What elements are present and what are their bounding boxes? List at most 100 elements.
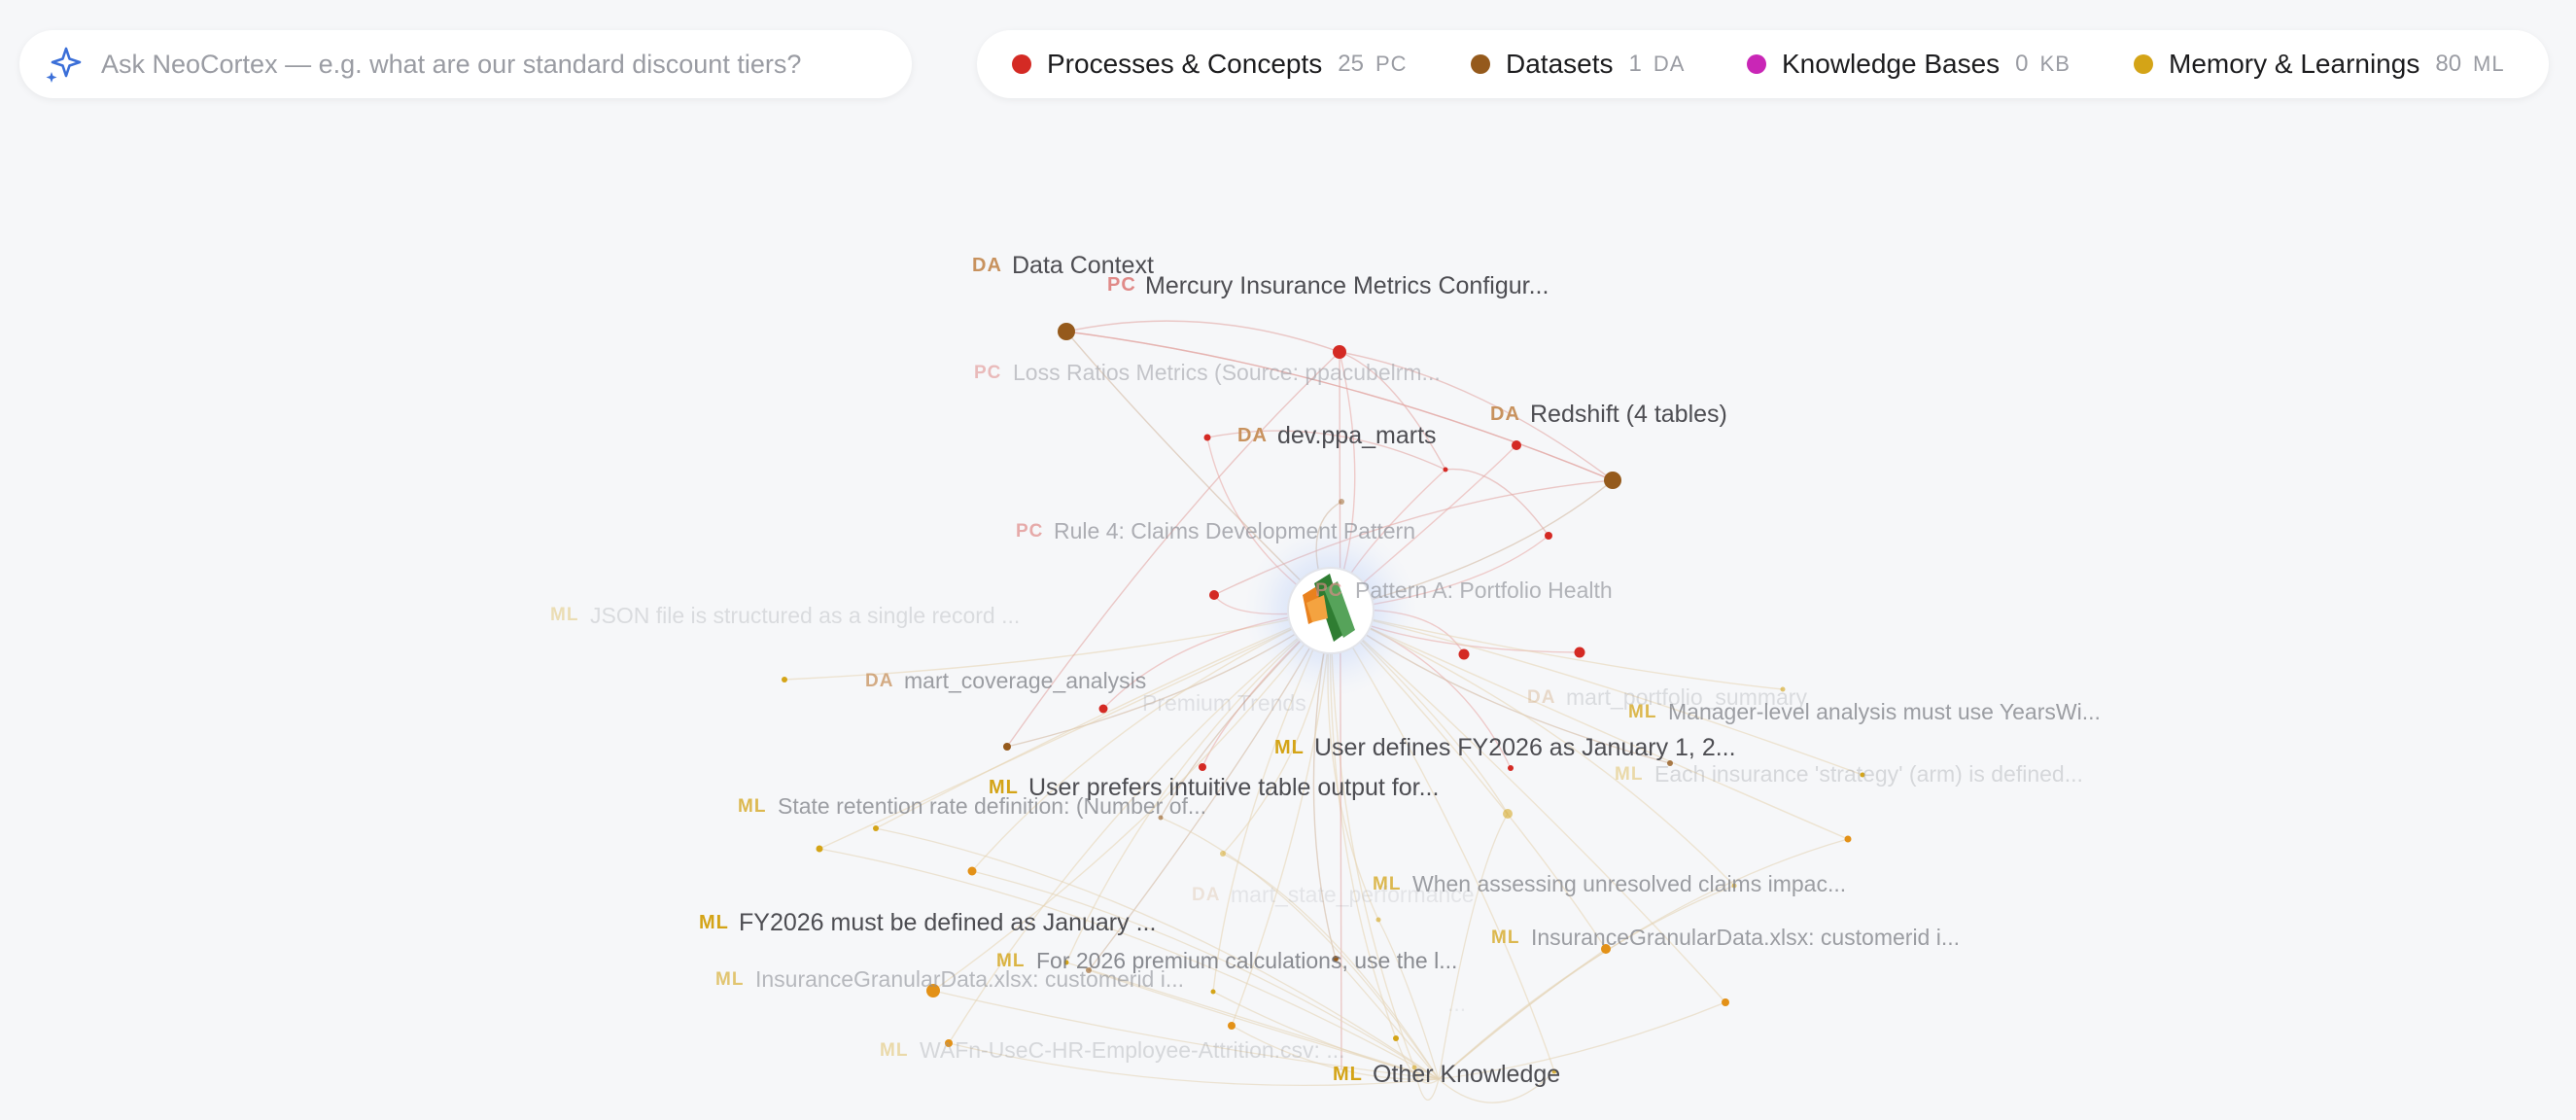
node-label-insurance-strategy[interactable]: ML Each insurance 'strategy' (arm) is de… bbox=[1615, 761, 2083, 787]
da-node[interactable] bbox=[1339, 499, 1344, 505]
graph-labels: DA Data Context PC Mercury Insurance Met… bbox=[550, 252, 2101, 1088]
node-title: User defines FY2026 as January 1, 2... bbox=[1314, 734, 1736, 761]
node-label-redshift[interactable]: DA Redshift (4 tables) bbox=[1490, 401, 1727, 428]
search-input[interactable] bbox=[99, 48, 900, 81]
type-tag: ML bbox=[1373, 874, 1401, 894]
da-node[interactable] bbox=[1058, 323, 1075, 340]
ml-node[interactable] bbox=[816, 845, 823, 853]
ml_orange-node[interactable] bbox=[1228, 1022, 1236, 1030]
type-tag: ML bbox=[1491, 928, 1519, 948]
node-title: Each insurance 'strategy' (arm) is defin… bbox=[1654, 761, 2083, 787]
node-label-faded[interactable]: ... bbox=[1447, 991, 1466, 1016]
node-title: State retention rate definition: (Number… bbox=[778, 793, 1206, 819]
pc-node[interactable] bbox=[1098, 704, 1108, 714]
ml_orange-node[interactable] bbox=[967, 866, 977, 876]
ml_orange-node[interactable] bbox=[1722, 998, 1729, 1006]
node-label-loss-ratios[interactable]: PC Loss Ratios Metrics (Source: ppacubel… bbox=[974, 360, 1441, 385]
legend-label: Datasets bbox=[1506, 49, 1614, 79]
ml-node[interactable] bbox=[1063, 960, 1069, 965]
ml-node[interactable] bbox=[1860, 772, 1865, 778]
node-label-premium-trends[interactable]: Premium Trends bbox=[1142, 690, 1306, 716]
ml-node[interactable] bbox=[1503, 809, 1513, 819]
da-node[interactable] bbox=[1604, 472, 1621, 489]
search-bar[interactable] bbox=[19, 30, 912, 98]
graph-edge bbox=[1438, 1001, 1726, 1080]
node-label-manager-level[interactable]: ML Manager-level analysis must use Years… bbox=[1628, 699, 2101, 724]
pc-node[interactable] bbox=[1443, 467, 1448, 472]
ml-node[interactable] bbox=[782, 677, 787, 682]
node-label-fy2026-must[interactable]: ML FY2026 must be defined as January ... bbox=[699, 909, 1156, 936]
ml_orange-node[interactable] bbox=[926, 984, 940, 998]
da-node[interactable] bbox=[1158, 815, 1164, 821]
node-title: Redshift (4 tables) bbox=[1530, 401, 1727, 428]
ml-node[interactable] bbox=[1220, 851, 1226, 857]
graph-edge bbox=[1335, 958, 1440, 1080]
node-label-fy2026-user-defines[interactable]: ML User defines FY2026 as January 1, 2..… bbox=[1274, 734, 1736, 761]
type-tag: PC bbox=[1107, 274, 1136, 296]
graph-edge bbox=[1065, 962, 1440, 1080]
legend-label: Processes & Concepts bbox=[1047, 49, 1323, 79]
pc-node[interactable] bbox=[1333, 345, 1346, 359]
ml-node[interactable] bbox=[1393, 1035, 1399, 1041]
ml-node[interactable] bbox=[1731, 883, 1737, 889]
pc-node[interactable] bbox=[1209, 590, 1219, 600]
node-label-mercury-metrics[interactable]: PC Mercury Insurance Metrics Configur... bbox=[1107, 272, 1549, 299]
legend-count: 25 bbox=[1338, 51, 1364, 77]
node-title: dev.ppa_marts bbox=[1277, 422, 1437, 449]
node-label-table-output[interactable]: ML User prefers intuitive table output f… bbox=[989, 774, 1439, 801]
pc-node[interactable] bbox=[1574, 647, 1585, 658]
da-node[interactable] bbox=[1667, 760, 1673, 766]
ml-node[interactable] bbox=[1210, 989, 1216, 995]
ml-node[interactable] bbox=[1375, 917, 1381, 923]
node-label-mart-portfolio[interactable]: DA mart_portfolio_summary bbox=[1527, 684, 1807, 710]
node-label-insurance-granular-1[interactable]: ML InsuranceGranularData.xlsx: customeri… bbox=[1491, 925, 1960, 950]
node-label-data-context[interactable]: DA Data Context bbox=[972, 252, 1154, 279]
ml_orange-node[interactable] bbox=[1844, 835, 1852, 843]
graph-edge bbox=[948, 1042, 1440, 1087]
pc-node[interactable] bbox=[1512, 440, 1521, 450]
ml-node[interactable] bbox=[1551, 1068, 1557, 1074]
node-title: Data Context bbox=[1012, 252, 1154, 279]
center-node[interactable] bbox=[1243, 523, 1418, 698]
pc-node[interactable] bbox=[1458, 648, 1470, 660]
graph-edge bbox=[1206, 430, 1446, 471]
node-label-state-retention[interactable]: ML State retention rate definition: (Num… bbox=[738, 793, 1206, 819]
ml-node[interactable] bbox=[1780, 686, 1786, 692]
legend-item-datasets[interactable]: Datasets 1 DA bbox=[1471, 30, 1685, 98]
node-label-rule-4[interactable]: PC Rule 4: Claims Development Pattern bbox=[1016, 518, 1415, 543]
legend-code: KB bbox=[2039, 52, 2071, 76]
node-title: When assessing unresolved claims impac..… bbox=[1412, 871, 1846, 896]
da-node[interactable] bbox=[1333, 956, 1339, 962]
legend-code: PC bbox=[1375, 52, 1408, 76]
pc-node[interactable] bbox=[1508, 765, 1514, 771]
legend-code: DA bbox=[1653, 52, 1686, 76]
node-title: WAFn-UseC-HR-Employee-Attrition.csv: ... bbox=[920, 1037, 1345, 1063]
pc-node[interactable] bbox=[1545, 532, 1552, 540]
graph-edge bbox=[1330, 610, 1849, 840]
node-label-other-knowledge[interactable]: ML Other Knowledge bbox=[1333, 1061, 1560, 1088]
ml_orange-node[interactable] bbox=[1601, 944, 1611, 954]
ml-node[interactable] bbox=[1411, 1065, 1417, 1070]
da-node[interactable] bbox=[1086, 967, 1092, 973]
node-label-dev-ppa-marts[interactable]: DA dev.ppa_marts bbox=[1237, 422, 1437, 449]
ml_orange-node[interactable] bbox=[945, 1039, 953, 1047]
graph-edge bbox=[1088, 969, 1440, 1080]
node-label-unresolved-claims[interactable]: ML When assessing unresolved claims impa… bbox=[1373, 871, 1846, 896]
pc-node[interactable] bbox=[1199, 763, 1206, 771]
node-label-wafn[interactable]: ML WAFn-UseC-HR-Employee-Attrition.csv: … bbox=[880, 1037, 1345, 1063]
node-label-mart-state-performance[interactable]: DA mart_state_performance bbox=[1192, 882, 1475, 907]
node-label-insurance-granular-2[interactable]: ML InsuranceGranularData.xlsx: customeri… bbox=[715, 966, 1184, 992]
pc-node[interactable] bbox=[1203, 434, 1211, 441]
type-tag: ML bbox=[738, 796, 766, 817]
node-label-mart-coverage[interactable]: DA mart_coverage_analysis bbox=[865, 668, 1146, 693]
legend-item-processes-concepts[interactable]: Processes & Concepts 25 PC bbox=[1012, 30, 1408, 98]
legend-item-memory-learnings[interactable]: Memory & Learnings 80 ML bbox=[2134, 30, 2505, 98]
ml-node[interactable] bbox=[873, 825, 879, 831]
node-label-json-file[interactable]: ML JSON file is structured as a single r… bbox=[550, 603, 1020, 628]
legend-item-knowledge-bases[interactable]: Knowledge Bases 0 KB bbox=[1747, 30, 2071, 98]
node-label-2026-premium[interactable]: ML For 2026 premium calculations, use th… bbox=[996, 948, 1457, 973]
graph-edge bbox=[1438, 948, 1607, 1080]
node-label-pattern-a[interactable]: PC Pattern A: Portfolio Health bbox=[1315, 578, 1613, 603]
da-node[interactable] bbox=[1003, 743, 1011, 751]
